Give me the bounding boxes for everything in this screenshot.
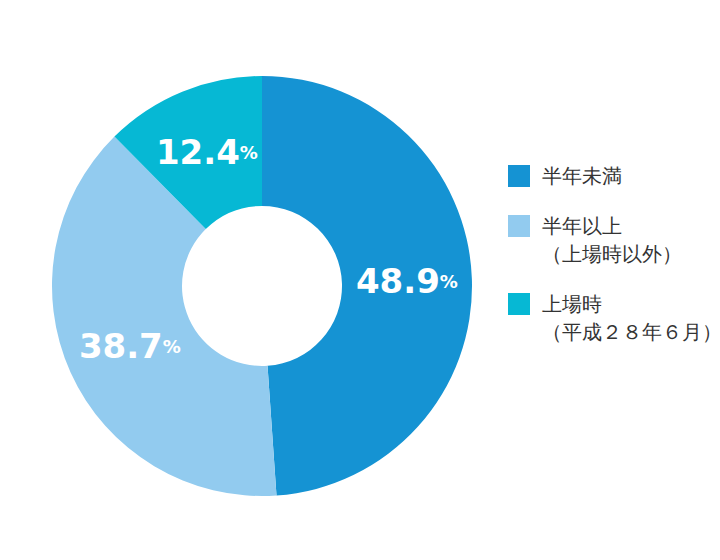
html-text:（上場時以外）: （上場時以外） xyxy=(542,242,682,266)
svg-text:48.9%: 48.9% xyxy=(356,261,458,301)
svg-text:38.7%: 38.7% xyxy=(79,326,181,366)
html-text:半年以上: 半年以上 xyxy=(542,214,622,238)
svg-text:12.4%: 12.4% xyxy=(156,132,258,172)
html-text:半年未満: 半年未満 xyxy=(542,164,622,188)
html-text:上場時: 上場時 xyxy=(542,292,602,316)
